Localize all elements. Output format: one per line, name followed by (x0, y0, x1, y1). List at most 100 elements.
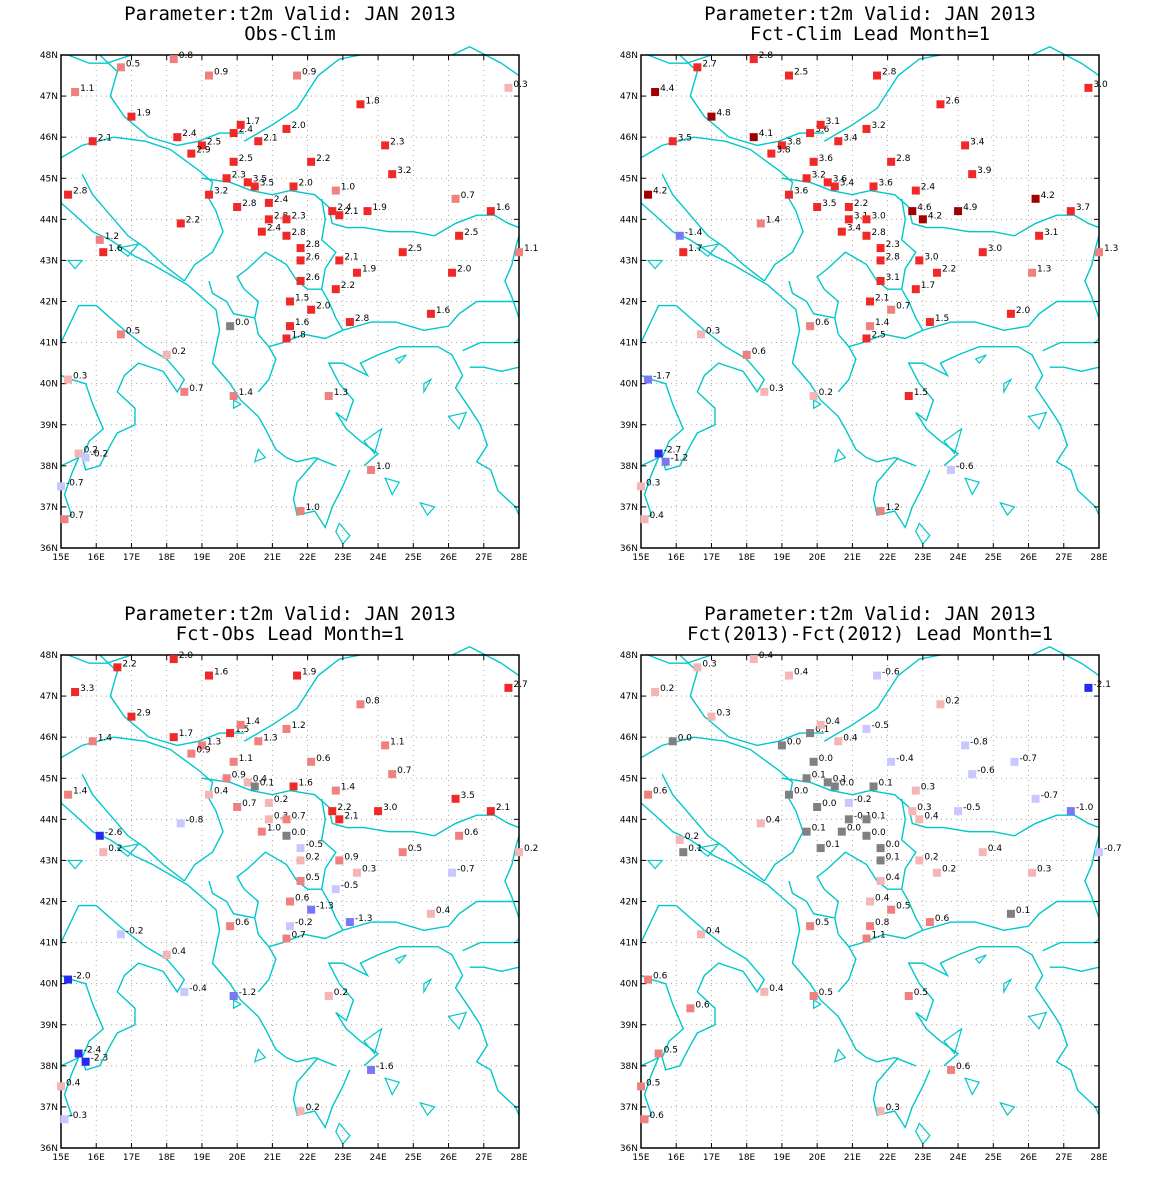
x-tick-label: 21E (264, 553, 281, 563)
y-tick-label: 42N (40, 298, 58, 308)
island-outline (384, 1077, 401, 1096)
station-marker (88, 737, 97, 746)
station-value: 0.1 (871, 811, 885, 821)
coastline (451, 646, 520, 677)
station-value: 1.4 (341, 783, 356, 793)
station-value: 1.1 (239, 754, 253, 764)
x-tick-label: 27E (1055, 1153, 1072, 1163)
panel-obs-clim: Parameter:t2m Valid: JAN 2013 Obs-Clim 1… (0, 0, 580, 600)
station-value: 2.8 (882, 68, 897, 78)
station-value: 2.3 (390, 137, 404, 147)
station-value: 0.3 (716, 709, 730, 719)
station-value: 3.7 (1076, 203, 1090, 213)
station-value: 0.4 (706, 926, 721, 936)
station-marker (293, 71, 302, 80)
x-tick-label: 28E (1090, 553, 1107, 563)
station-value: 3.0 (924, 252, 939, 262)
x-tick-label: 15E (632, 1153, 649, 1163)
station-marker (749, 133, 758, 142)
station-marker (233, 803, 242, 812)
station-marker (204, 190, 213, 199)
y-tick-label: 42N (620, 298, 638, 308)
station-marker (187, 149, 196, 158)
station-marker (426, 309, 435, 318)
coastline (208, 280, 255, 319)
station-value: 4.4 (660, 84, 675, 94)
station-value: 0.6 (956, 1062, 971, 1072)
station-value: 3.5 (253, 174, 267, 184)
coastline (640, 802, 917, 1067)
x-tick-label: 19E (773, 1153, 790, 1163)
coastline (1042, 938, 1100, 952)
station-value: 0.6 (464, 828, 479, 838)
station-marker (345, 318, 354, 327)
station-marker (644, 190, 653, 199)
coastline (469, 966, 520, 973)
coastline (816, 798, 924, 948)
station-marker (264, 215, 273, 224)
station-marker (226, 729, 235, 738)
island-outline (1027, 411, 1048, 430)
panel-title-line2: Fct-Clim Lead Month=1 (749, 23, 991, 45)
station-value: -0.6 (977, 766, 995, 776)
station-marker (57, 1082, 65, 1091)
station-marker (116, 930, 125, 939)
station-marker (834, 737, 843, 746)
station-value: -0.2 (126, 926, 144, 936)
x-tick-label: 28E (510, 1153, 527, 1163)
station-value: -1.2 (239, 988, 257, 998)
x-tick-label: 23E (334, 553, 351, 563)
station-marker (911, 186, 920, 195)
y-tick-label: 43N (40, 256, 58, 266)
station-marker (243, 178, 252, 187)
station-marker (282, 831, 291, 840)
station-value: 2.3 (232, 170, 246, 180)
coastline (922, 300, 1099, 331)
station-marker (64, 190, 73, 199)
station-marker (1010, 757, 1019, 766)
station-value: 1.8 (291, 330, 306, 340)
station-marker (296, 876, 305, 885)
station-value: 0.5 (819, 988, 833, 998)
station-marker (908, 207, 917, 216)
x-tick-label: 23E (334, 1153, 351, 1163)
x-tick-label: 19E (193, 553, 210, 563)
coastline (60, 202, 337, 467)
y-tick-label: 41N (620, 939, 638, 949)
station-value: 2.5 (239, 154, 253, 164)
station-value: -0.7 (66, 478, 84, 488)
y-tick-label: 37N (620, 503, 638, 513)
coastline (60, 1056, 80, 1120)
station-marker (127, 112, 136, 121)
x-tick-label: 15E (52, 553, 69, 563)
coastline (236, 798, 344, 948)
station-marker (661, 457, 670, 466)
station-marker (749, 655, 758, 664)
station-marker (862, 124, 871, 133)
station-value: -2.7 (664, 446, 682, 456)
station-marker (869, 182, 878, 191)
station-marker (1084, 83, 1093, 92)
station-marker (486, 807, 495, 816)
island-outline (66, 859, 84, 870)
y-tick-label: 46N (40, 733, 58, 743)
station-value: 0.7 (397, 766, 411, 776)
station-marker (307, 157, 316, 166)
station-value: 0.2 (945, 696, 959, 706)
island-outline (233, 999, 242, 1010)
station-marker (64, 375, 73, 384)
y-tick-label: 43N (620, 256, 638, 266)
station-value: 2.2 (942, 265, 956, 275)
station-marker (257, 227, 266, 236)
station-marker (760, 987, 769, 996)
station-marker (675, 835, 684, 844)
station-marker (869, 782, 878, 791)
station-value: 3.2 (397, 166, 411, 176)
station-value: 2.0 (299, 178, 314, 188)
x-tick-label: 16E (88, 1153, 105, 1163)
station-marker (197, 741, 206, 750)
station-marker (187, 749, 196, 758)
station-marker (911, 285, 920, 294)
station-marker (932, 268, 941, 277)
station-marker (282, 124, 291, 133)
